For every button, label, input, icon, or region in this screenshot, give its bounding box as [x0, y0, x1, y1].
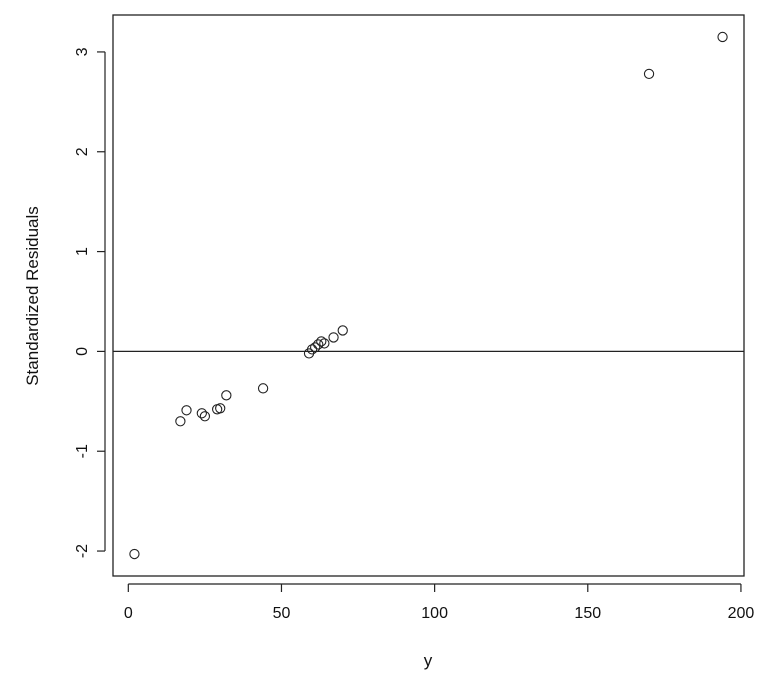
x-tick-label: 100 [421, 605, 448, 622]
data-point [215, 403, 226, 414]
x-axis: 0 50 100 150 200 [124, 583, 755, 622]
x-tick-label: 200 [728, 605, 755, 622]
x-axis-title: y [424, 651, 433, 670]
data-point [306, 344, 318, 355]
x-tick-label: 150 [574, 605, 601, 622]
x-tick-label: 50 [273, 605, 291, 622]
data-point [129, 548, 140, 560]
data-point [199, 411, 211, 422]
x-tick-label: 0 [124, 605, 133, 622]
data-point [717, 31, 728, 43]
y-axis-title: Standardized Residuals [23, 206, 42, 386]
data-point [181, 405, 192, 416]
data-point [328, 332, 339, 343]
data-point [175, 416, 186, 427]
plot-frame [112, 14, 745, 577]
y-tick-label: 1 [74, 247, 91, 256]
data-point [313, 339, 324, 350]
y-tick-label: 0 [74, 347, 91, 356]
data-points [129, 31, 728, 560]
data-point [310, 342, 321, 353]
y-tick-label: 3 [74, 47, 91, 56]
y-tick-label: 2 [74, 147, 91, 156]
data-point [257, 383, 269, 394]
data-point [221, 390, 232, 401]
data-point [643, 68, 655, 80]
data-point [196, 408, 207, 419]
y-tick-label: -2 [74, 544, 91, 558]
y-tick-label: -1 [74, 444, 91, 458]
data-point [337, 325, 348, 336]
data-point [319, 338, 330, 349]
data-point [316, 336, 327, 347]
y-axis: -2 -1 0 1 2 3 [74, 47, 106, 558]
